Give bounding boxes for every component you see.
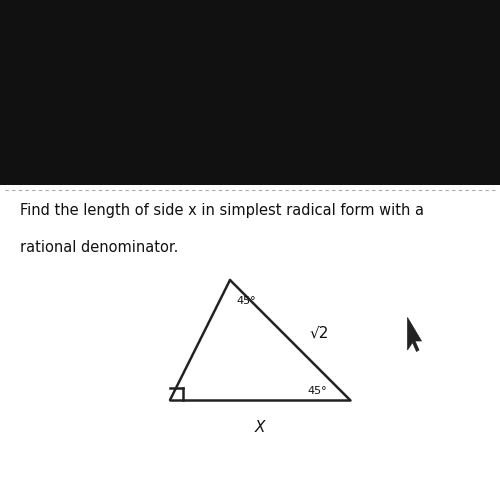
Text: √2: √2 <box>310 325 330 340</box>
Text: 45°: 45° <box>308 386 327 396</box>
Text: 45°: 45° <box>236 296 256 306</box>
Text: X: X <box>255 420 265 435</box>
Text: rational denominator.: rational denominator. <box>20 240 178 255</box>
Polygon shape <box>408 318 422 352</box>
Text: Find the length of side x in simplest radical form with a: Find the length of side x in simplest ra… <box>20 202 424 218</box>
